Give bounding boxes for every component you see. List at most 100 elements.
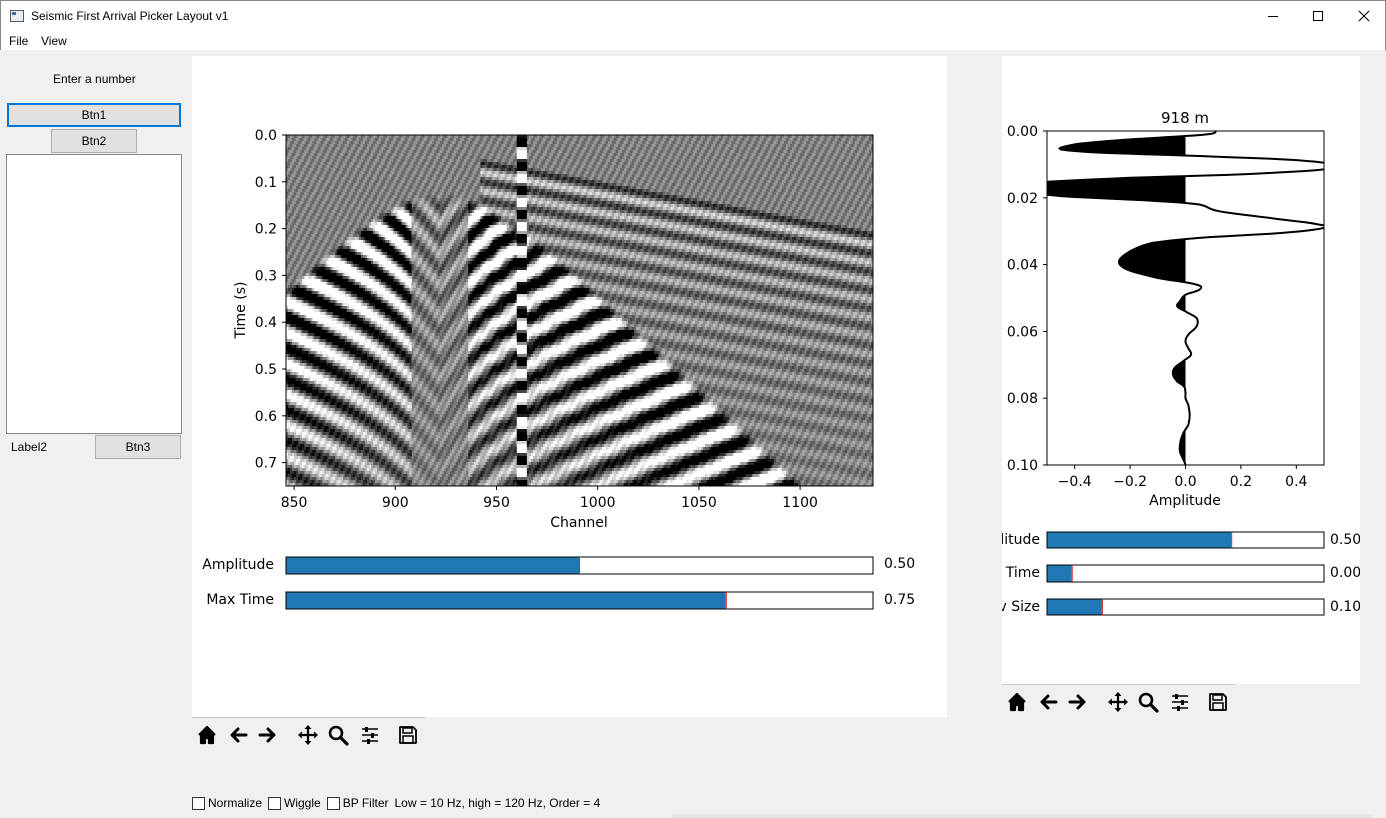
trace-time-slider-label: Time [1005,565,1040,581]
menu-bar: File View [0,31,1386,50]
y-tick-label: 0.6 [255,409,277,425]
zoom-icon [1137,691,1159,713]
y-tick-label: 0.5 [255,362,277,378]
trace-time-slider-fill [1048,566,1072,582]
trace-amplitude-slider[interactable]: litude 0.50 [1002,532,1360,548]
trace-toolbar-divider [1002,684,1235,685]
home-button[interactable] [194,722,220,748]
pan-button[interactable] [295,722,321,748]
trace-x-tick-label: 0.0 [1174,474,1196,490]
wiggle-label: Wiggle [284,796,321,810]
trace-x-axis-label: Amplitude [1149,493,1221,509]
trace-time-slider[interactable]: Time 0.00 [1005,565,1360,582]
x-tick-label: 1000 [580,495,616,511]
list-box[interactable] [6,154,182,434]
home-button[interactable] [1004,689,1030,715]
x-tick-label: 1100 [782,495,818,511]
max-time-slider-label: Max Time [206,592,274,608]
y-tick-label: 0.7 [255,456,277,472]
trace-time-slider-value: 0.00 [1330,565,1360,581]
amplitude-slider-value: 0.50 [884,556,915,572]
number-prompt-label: Enter a number [53,72,136,86]
main-figure: 0.00.10.20.30.40.50.60.7 850 900 950 1000 10… [192,56,947,717]
trace-x-tick-label: −0.2 [1113,474,1147,490]
back-arrow-button[interactable] [225,722,251,748]
trace-window-size-slider-label: v Size [1002,599,1040,615]
maximize-button[interactable] [1295,1,1341,31]
trace-window-size-slider[interactable]: v Size 0.10 [1002,599,1360,615]
amplitude-slider[interactable]: Amplitude 0.50 [202,556,915,574]
y-tick-label: 0.0 [255,128,277,144]
filter-info-label: Low = 10 Hz, high = 120 Hz, Order = 4 [395,796,601,810]
options-row: Normalize Wiggle BP Filter Low = 10 Hz, … [192,795,600,811]
pan-icon [1107,691,1129,713]
forward-arrow-button[interactable] [255,722,281,748]
window-title: Seismic First Arrival Picker Layout v1 [31,9,228,23]
y-tick-label: 0.2 [255,222,277,238]
trace-amplitude-slider-label: litude [1002,532,1040,548]
back-arrow-button[interactable] [1035,689,1061,715]
trace-time-slider-track[interactable] [1047,565,1324,582]
trace-x-tick-label: 0.4 [1285,474,1307,490]
configure-subplots-button[interactable] [357,722,383,748]
zoom-button[interactable] [325,722,351,748]
configure-subplots-button[interactable] [1167,689,1193,715]
trace-wiggle[interactable] [1017,131,1332,465]
trace-amplitude-slider-fill [1048,533,1232,548]
wiggle-checkbox[interactable] [268,797,281,810]
trace-figure: 918 m 0.000.020.040.060.080.10 −0.4 −0.2 0… [1002,56,1360,684]
max-time-slider-fill [287,593,726,609]
trace-y-tick-label: 0.04 [1007,258,1038,274]
taskbar-edge [672,814,1372,818]
seismic-gather-image[interactable] [286,135,873,486]
trace-title: 918 m [1161,109,1209,127]
home-icon [196,724,218,746]
normalize-checkbox[interactable] [192,797,205,810]
btn1-button[interactable]: Btn1 [7,103,181,127]
btn3-button[interactable]: Btn3 [95,435,181,459]
label2: Label2 [11,440,47,454]
trace-x-tick-label: −0.4 [1058,474,1092,490]
save-button[interactable] [395,722,421,748]
max-time-slider[interactable]: Max Time 0.75 [206,592,915,609]
minimize-button[interactable] [1250,1,1296,31]
title-bar: Seismic First Arrival Picker Layout v1 [0,0,1386,31]
x-tick-label: 900 [382,495,409,511]
y-tick-label: 0.3 [255,268,277,284]
bp-filter-label: BP Filter [343,796,389,810]
back-arrow-icon [227,724,249,746]
bp-filter-checkbox[interactable] [327,797,340,810]
max-time-slider-value: 0.75 [884,592,915,608]
close-button[interactable] [1341,1,1386,31]
trace-amplitude-slider-value: 0.50 [1330,532,1360,548]
forward-arrow-button[interactable] [1065,689,1091,715]
trace-y-tick-label: 0.00 [1007,124,1038,140]
maximize-icon [1313,11,1323,21]
trace-x-tick-label: 0.2 [1230,474,1252,490]
pan-button[interactable] [1105,689,1131,715]
menu-view[interactable]: View [41,34,67,48]
normalize-label: Normalize [208,796,262,810]
home-icon [1006,691,1028,713]
trace-window-size-slider-value: 0.10 [1330,599,1360,615]
pan-icon [297,724,319,746]
y-tick-label: 0.4 [255,315,277,331]
save-icon [1207,691,1229,713]
close-icon [1358,10,1370,22]
save-button[interactable] [1205,689,1231,715]
x-tick-label: 950 [483,495,510,511]
back-arrow-icon [1037,691,1059,713]
configure-subplots-icon [1169,691,1191,713]
zoom-button[interactable] [1135,689,1161,715]
trace-y-tick-label: 0.08 [1007,391,1038,407]
x-tick-label: 850 [281,495,308,511]
trace-plot-panel: 918 m 0.00 0.02 0.04 0.06 0.08 0.10 −0.4 −0.2 0… [1002,56,1360,684]
main-toolbar-divider [192,717,425,718]
menu-file[interactable]: File [9,34,28,48]
amplitude-slider-fill [287,558,580,574]
minimize-icon [1268,16,1278,17]
btn2-button[interactable]: Btn2 [51,129,137,153]
trace-y-tick-label: 0.02 [1007,191,1038,207]
app-icon [10,10,24,22]
configure-subplots-icon [359,724,381,746]
